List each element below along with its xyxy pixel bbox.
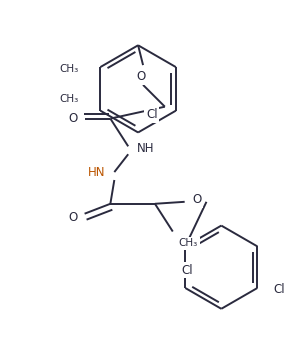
Text: O: O	[68, 211, 77, 224]
Text: NH: NH	[137, 142, 155, 155]
Text: HN: HN	[88, 165, 105, 178]
Text: O: O	[68, 112, 77, 125]
Text: Cl: Cl	[181, 264, 193, 277]
Text: CH₃: CH₃	[179, 239, 198, 248]
Text: O: O	[192, 193, 201, 206]
Text: Cl: Cl	[146, 108, 158, 121]
Text: O: O	[136, 71, 146, 84]
Text: CH₃: CH₃	[59, 64, 79, 74]
Text: CH₃: CH₃	[59, 94, 79, 104]
Text: Cl: Cl	[273, 283, 285, 296]
